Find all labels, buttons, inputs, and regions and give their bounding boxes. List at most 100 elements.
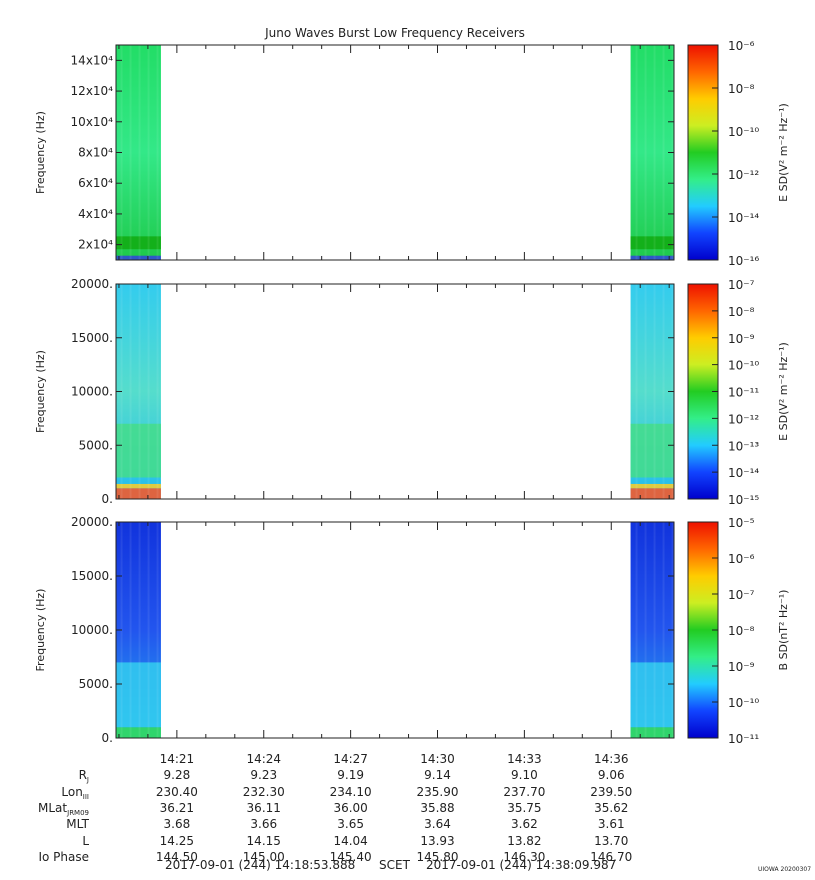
- ephemeris-value: 145.00: [242, 849, 285, 864]
- time-tick-label: 14:24: [246, 752, 282, 766]
- time-tick-label: 14:33: [507, 752, 542, 766]
- colorbar-tick-label: 10⁻¹²: [728, 412, 759, 426]
- spectral-band: [630, 236, 674, 250]
- spectral-band: [630, 662, 674, 728]
- spectral-band: [630, 727, 674, 738]
- ephemeris-value: 9.14: [424, 768, 451, 783]
- spectral-band: [115, 488, 161, 499]
- end-time: 2017-09-01 (244) 14:38:09.987: [426, 858, 617, 872]
- y-tick-label: 5000.: [79, 677, 113, 691]
- spectral-band: [115, 483, 161, 489]
- y-axis-label: Frequency (Hz): [34, 589, 47, 672]
- y-tick-label: 20000.: [71, 515, 113, 529]
- spectral-band: [115, 236, 161, 250]
- y-tick-label: 6x10⁴: [78, 176, 113, 190]
- colorbar-label: E SD(V² m⁻² Hz⁻¹): [777, 103, 790, 202]
- ephemeris-value: 13.93: [420, 833, 455, 848]
- y-tick-label: 15000.: [71, 331, 113, 345]
- colorbar-tick-label: 10⁻⁸: [728, 305, 755, 319]
- y-tick-label: 0.: [102, 492, 113, 506]
- ephemeris-value: 239.50: [590, 784, 633, 799]
- time-tick-label: 14:36: [593, 752, 629, 766]
- ephemeris-row-label: MLatJRM09: [38, 800, 89, 817]
- y-tick-label: 8x10⁴: [78, 146, 113, 160]
- y-tick-label: 15000.: [71, 569, 113, 583]
- colorbar-label: E SD(V² m⁻² Hz⁻¹): [777, 342, 790, 441]
- y-tick-label: 12x10⁴: [71, 84, 114, 98]
- ephemeris-value: 144.50: [155, 849, 198, 864]
- ephemeris-value: 14.15: [246, 833, 281, 848]
- ephemeris-value: 232.30: [242, 784, 285, 799]
- ephemeris-value: 9.23: [250, 768, 278, 783]
- ephemeris-row-label: L: [82, 833, 89, 848]
- ephemeris-value: 3.65: [337, 817, 364, 832]
- time-tick-label: 14:27: [333, 752, 368, 766]
- y-tick-label: 14x10⁴: [71, 53, 114, 67]
- colorbar-tick-label: 10⁻¹⁵: [728, 493, 759, 507]
- ephemeris-value: 235.90: [416, 784, 459, 799]
- ephemeris-value: 13.70: [594, 833, 629, 848]
- ephemeris-value: 3.62: [511, 817, 538, 832]
- ephemeris-value: 3.64: [424, 817, 451, 832]
- colorbar-tick-label: 10⁻⁵: [728, 516, 755, 530]
- colorbar-tick-label: 10⁻⁶: [728, 552, 755, 566]
- ephemeris-value: 145.80: [416, 849, 459, 864]
- colorbar-tick-label: 10⁻⁹: [728, 660, 755, 674]
- ephemeris-value: 36.00: [333, 800, 368, 815]
- colorbar-tick-label: 10⁻¹⁴: [728, 211, 759, 225]
- colorbar-tick-label: 10⁻⁷: [728, 588, 755, 602]
- scet-label: SCET: [379, 858, 410, 872]
- ephemeris-value: 14.04: [333, 833, 368, 848]
- y-tick-label: 5000.: [79, 438, 113, 452]
- ephemeris-value: 234.10: [329, 784, 372, 799]
- ephemeris-row-label: LonIII: [61, 784, 89, 801]
- ephemeris-value: 9.28: [163, 768, 191, 783]
- y-tick-label: 10000.: [71, 623, 113, 637]
- version-stamp: UIOWA 20200307: [758, 866, 812, 873]
- colorbar-tick-label: 10⁻¹³: [728, 439, 759, 453]
- ephemeris-value: 35.62: [594, 800, 629, 815]
- spectral-band: [115, 255, 161, 260]
- ephemeris-value: 9.19: [337, 768, 364, 783]
- colorbar-tick-label: 10⁻¹⁰: [728, 359, 759, 373]
- time-tick-label: 14:21: [159, 752, 195, 766]
- ephemeris-value: 13.82: [507, 833, 542, 848]
- colorbar-tick-label: 10⁻⁶: [728, 39, 755, 53]
- colorbar: [687, 44, 719, 261]
- y-tick-label: 0.: [102, 731, 113, 745]
- ephemeris-value: 146.30: [503, 849, 546, 864]
- spectral-band: [630, 488, 674, 499]
- plot-area: [116, 522, 674, 738]
- ephemeris-value: 36.21: [159, 800, 195, 815]
- ephemeris-value: 230.40: [155, 784, 198, 799]
- start-time: 2017-09-01 (244) 14:18:53.888: [165, 858, 356, 872]
- colorbar-tick-label: 10⁻¹⁶: [728, 254, 759, 268]
- colorbar-tick-label: 10⁻¹¹: [728, 732, 759, 746]
- ephemeris-row-label: RJ: [78, 768, 89, 785]
- y-axis-label: Frequency (Hz): [34, 350, 47, 433]
- plot-area: [116, 45, 674, 260]
- colorbar-tick-label: 10⁻¹²: [728, 168, 759, 182]
- ephemeris-value: 14.25: [159, 833, 195, 848]
- y-axis-label: Frequency (Hz): [34, 111, 47, 194]
- ephemeris-value: 145.40: [329, 849, 372, 864]
- ephemeris-row-label: MLT: [66, 817, 89, 832]
- y-tick-label: 10x10⁴: [71, 115, 114, 129]
- colorbar-tick-label: 10⁻¹⁰: [728, 696, 759, 710]
- ephemeris-value: 146.70: [590, 849, 633, 864]
- spectral-band: [630, 423, 674, 478]
- spectral-band: [115, 423, 161, 478]
- ephemeris-value: 36.11: [246, 800, 281, 815]
- ephemeris-value: 3.61: [597, 817, 625, 832]
- spectral-band: [630, 483, 674, 489]
- spectral-band: [630, 255, 674, 260]
- colorbar-tick-label: 10⁻⁸: [728, 624, 755, 638]
- plot-area: [116, 284, 674, 499]
- colorbar-label: B SD(nT² Hz⁻¹): [777, 590, 790, 671]
- spectrogram-segment: [630, 45, 674, 260]
- spectral-band: [115, 662, 161, 728]
- colorbar-tick-label: 10⁻⁹: [728, 332, 755, 346]
- ephemeris-value: 3.66: [250, 817, 278, 832]
- colorbar-tick-label: 10⁻¹⁴: [728, 466, 759, 480]
- colorbar-tick-label: 10⁻⁷: [728, 278, 755, 292]
